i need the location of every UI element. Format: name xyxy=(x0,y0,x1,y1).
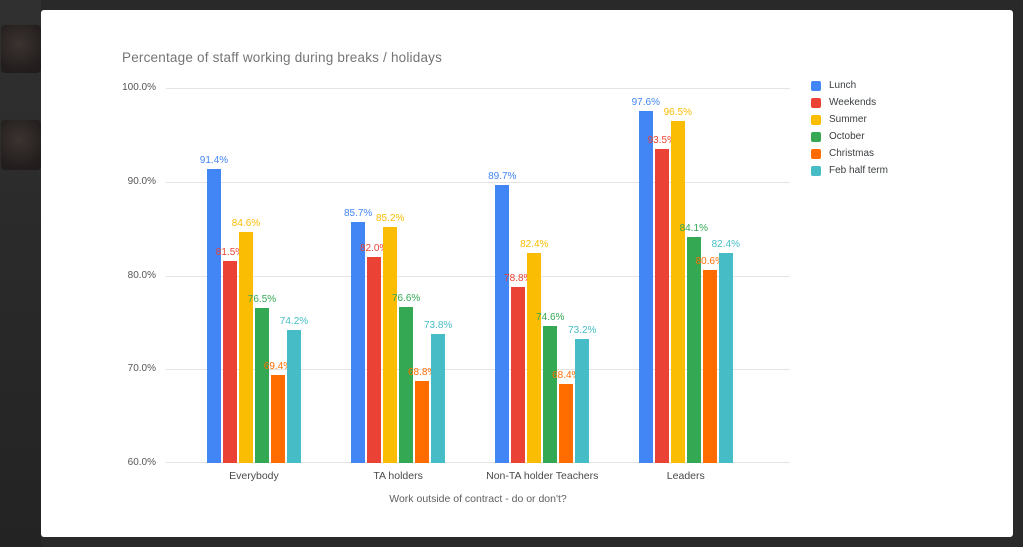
legend-label: Feb half term xyxy=(829,165,888,176)
legend-item-christmas: Christmas xyxy=(811,148,888,159)
bar-value-label: 84.6% xyxy=(231,218,261,230)
bar-value-label: 85.2% xyxy=(375,212,405,224)
video-thumbnail[interactable] xyxy=(1,120,41,170)
bar-group-leaders: 97.6% 93.5% 96.5% 84.1% 80.6% 82.4% xyxy=(632,97,740,463)
bar-value-label: 89.7% xyxy=(488,170,517,182)
bar-group-everybody: 91.4% 81.5% 84.6% 76.5% 69.4% 74.2% xyxy=(200,155,308,463)
y-axis-tick-label: 80.0% xyxy=(127,269,156,281)
legend-swatch-icon xyxy=(811,97,821,108)
bar-value-label: 74.6% xyxy=(536,312,565,324)
bar-summer-non-ta-holder-teachers: 82.4% xyxy=(520,239,548,463)
y-axis-tick-label: 70.0% xyxy=(127,363,156,375)
bar-summer-leaders: 96.5% xyxy=(664,107,692,463)
legend-item-lunch: Lunch xyxy=(811,80,888,91)
bar-value-label: 85.7% xyxy=(343,208,373,220)
bar-value-label: 74.2% xyxy=(279,315,309,327)
y-axis-tick-label: 100.0% xyxy=(122,82,156,93)
bar-lunch-ta-holders: 85.7% xyxy=(344,208,372,463)
bar-october-leaders: 84.1% xyxy=(680,223,708,463)
bar-feb-half-term-everybody: 74.2% xyxy=(280,316,308,463)
bar-value-label: 69.4% xyxy=(263,360,293,372)
bar-value-label: 82.4% xyxy=(520,239,549,250)
bar-feb-half-term-leaders: 82.4% xyxy=(712,239,740,463)
y-axis-tick-label: 90.0% xyxy=(127,175,156,187)
bar-weekends-everybody: 81.5% xyxy=(216,247,244,463)
legend-label: Christmas xyxy=(829,148,875,159)
legend-swatch-icon xyxy=(811,114,821,125)
gridline xyxy=(166,88,790,89)
legend-item-october: October xyxy=(811,131,888,142)
bar-feb-half-term-ta-holders: 73.8% xyxy=(424,320,452,463)
bar-value-label: 97.6% xyxy=(631,96,660,108)
x-axis-label-ta-holders: TA holders xyxy=(373,470,423,482)
bar-christmas-ta-holders: 68.8% xyxy=(408,367,436,463)
x-axis-label-non-ta-holder-teachers: Non-TA holder Teachers xyxy=(486,470,599,482)
legend-label: Summer xyxy=(829,114,867,125)
bar-christmas-leaders: 80.6% xyxy=(696,256,724,463)
gridline xyxy=(166,369,790,371)
bar-value-label: 82.0% xyxy=(359,242,389,254)
bar-value-label: 76.5% xyxy=(247,294,277,306)
bar-christmas-non-ta-holder-teachers: 68.4% xyxy=(552,370,580,463)
gridline xyxy=(166,462,790,463)
x-axis-label-leaders: Leaders xyxy=(666,470,705,482)
bar-weekends-non-ta-holder-teachers: 78.8% xyxy=(504,273,532,463)
chart-card: Percentage of staff working during break… xyxy=(41,10,1013,537)
bar-value-label: 91.4% xyxy=(199,154,229,166)
left-thumbnail-strip xyxy=(0,0,41,547)
bar-value-label: 82.4% xyxy=(711,239,740,250)
bar-lunch-everybody: 91.4% xyxy=(200,155,228,463)
bar-value-label: 84.1% xyxy=(679,223,708,235)
bar-lunch-leaders: 97.6% xyxy=(632,97,660,463)
bar-value-label: 68.8% xyxy=(407,366,437,378)
legend-swatch-icon xyxy=(811,148,821,159)
bar-christmas-everybody: 69.4% xyxy=(264,361,292,463)
legend: Lunch Weekends Summer October Christmas Feb h… xyxy=(811,80,888,176)
gridline xyxy=(166,275,790,277)
legend-label: Weekends xyxy=(829,97,877,108)
legend-swatch-icon xyxy=(811,165,821,176)
bar-value-label: 73.8% xyxy=(423,319,453,331)
legend-item-feb-half-term: Feb half term xyxy=(811,165,888,176)
legend-label: October xyxy=(829,131,865,142)
bar-summer-ta-holders: 85.2% xyxy=(376,213,404,463)
video-thumbnail[interactable] xyxy=(1,25,41,73)
bar-value-label: 93.5% xyxy=(647,134,676,146)
bar-weekends-leaders: 93.5% xyxy=(648,135,676,463)
bar-value-label: 76.6% xyxy=(391,293,421,305)
plot-area: 91.4% 81.5% 84.6% 76.5% 69.4% 74.2% 85.7% 82.0%… xyxy=(166,88,790,463)
x-axis: Everybody TA holders Non-TA holder Teacher… xyxy=(166,470,790,484)
legend-swatch-icon xyxy=(811,80,821,91)
y-axis-tick-label: 60.0% xyxy=(127,457,156,468)
legend-swatch-icon xyxy=(811,131,821,142)
bar-october-non-ta-holder-teachers: 74.6% xyxy=(536,312,564,463)
bar-group-ta-holders: 85.7% 82.0% 85.2% 76.6% 68.8% 73.8% xyxy=(344,208,452,463)
legend-item-weekends: Weekends xyxy=(811,97,888,108)
y-axis: 100.0% 90.0% 80.0% 70.0% 60.0% xyxy=(41,82,156,468)
bar-value-label: 73.2% xyxy=(568,325,597,337)
bar-october-ta-holders: 76.6% xyxy=(392,293,420,463)
x-axis-title: Work outside of contract - do or don't? xyxy=(389,493,567,505)
bar-value-label: 81.5% xyxy=(215,247,245,259)
bar-group-non-ta-holder-teachers: 89.7% 78.8% 82.4% 74.6% 68.4% 73.2% xyxy=(488,171,596,463)
bar-weekends-ta-holders: 82.0% xyxy=(360,243,388,463)
legend-item-summer: Summer xyxy=(811,114,888,125)
gridline xyxy=(166,181,790,183)
bar-value-label: 96.5% xyxy=(663,106,692,118)
bar-lunch-non-ta-holder-teachers: 89.7% xyxy=(488,171,516,463)
chart-title: Percentage of staff working during break… xyxy=(122,50,443,65)
bar-summer-everybody: 84.6% xyxy=(232,218,260,463)
x-axis-label-everybody: Everybody xyxy=(229,470,279,482)
bar-october-everybody: 76.5% xyxy=(248,294,276,463)
legend-label: Lunch xyxy=(829,80,857,91)
bar-value-label: 78.8% xyxy=(504,272,533,284)
bar-value-label: 68.4% xyxy=(552,370,581,382)
bar-feb-half-term-non-ta-holder-teachers: 73.2% xyxy=(568,325,596,463)
bar-value-label: 80.6% xyxy=(695,255,724,267)
